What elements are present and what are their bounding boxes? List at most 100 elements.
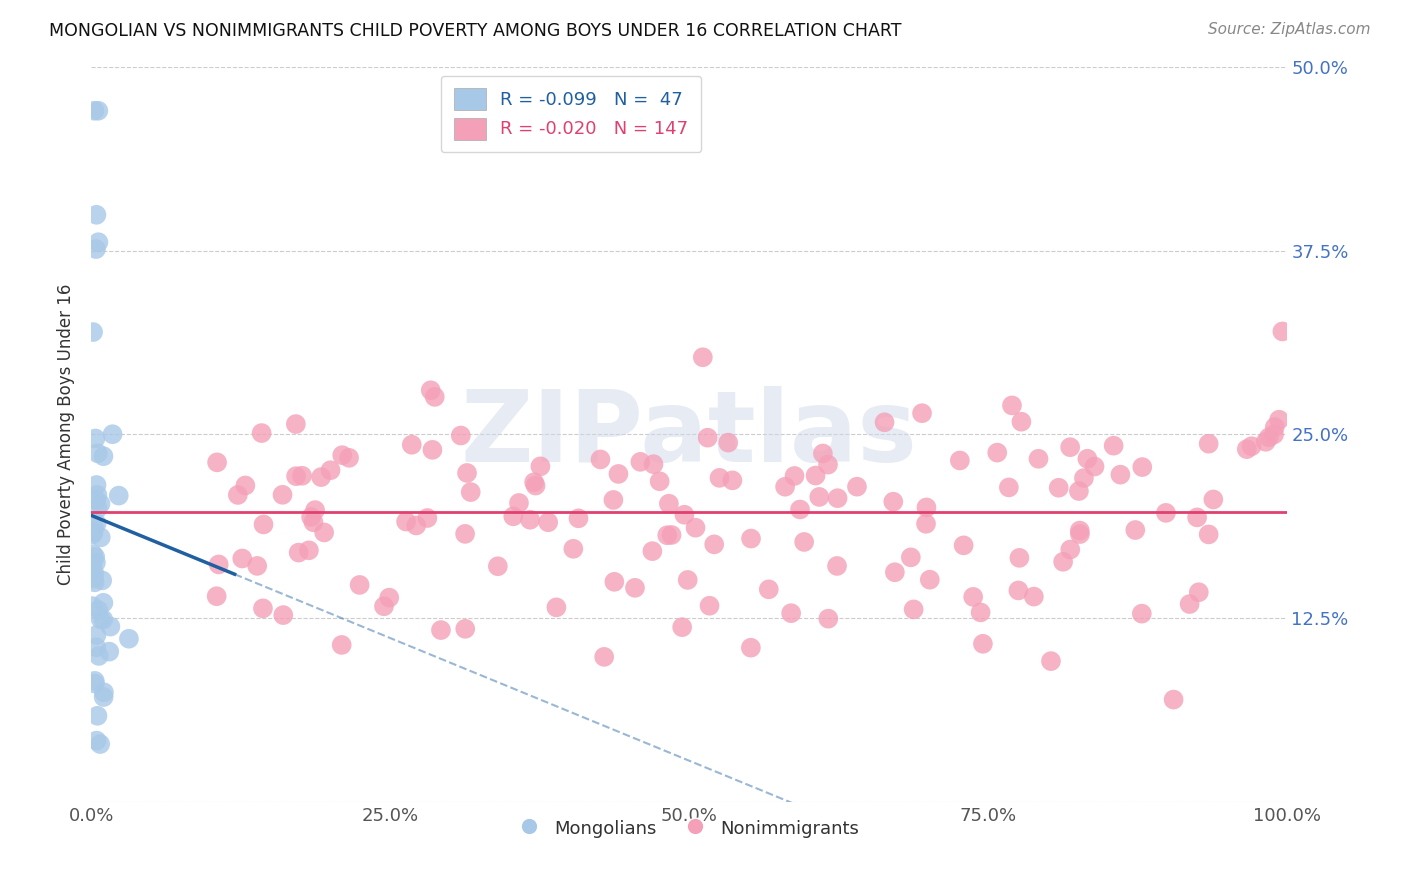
Point	[1257, 430, 1279, 444]
Point	[603, 574, 626, 589]
Point	[1123, 523, 1146, 537]
Point	[83, 575, 105, 590]
Point	[1109, 467, 1132, 482]
Point	[373, 599, 395, 614]
Point	[337, 450, 360, 465]
Point	[87, 446, 110, 460]
Point	[83, 676, 105, 690]
Point	[1047, 481, 1070, 495]
Point	[84, 556, 107, 570]
Point	[309, 470, 332, 484]
Point	[86, 492, 108, 507]
Point	[395, 515, 418, 529]
Point	[250, 426, 273, 441]
Point	[696, 431, 718, 445]
Point	[903, 602, 925, 616]
Point	[86, 501, 108, 516]
Text: MONGOLIAN VS NONIMMIGRANTS CHILD POVERTY AMONG BOYS UNDER 16 CORRELATION CHART: MONGOLIAN VS NONIMMIGRANTS CHILD POVERTY…	[49, 22, 901, 40]
Point	[87, 603, 110, 617]
Point	[717, 435, 740, 450]
Point	[648, 475, 671, 489]
Point	[1254, 434, 1277, 449]
Point	[740, 532, 762, 546]
Point	[676, 573, 699, 587]
Point	[740, 640, 762, 655]
Point	[1198, 527, 1220, 541]
Point	[529, 459, 551, 474]
Point	[287, 545, 309, 559]
Point	[401, 438, 423, 452]
Point	[1069, 524, 1091, 538]
Point	[460, 485, 482, 500]
Point	[416, 511, 439, 525]
Point	[846, 480, 869, 494]
Point	[330, 448, 353, 462]
Point	[422, 442, 444, 457]
Point	[593, 649, 616, 664]
Point	[969, 606, 991, 620]
Point	[883, 566, 905, 580]
Point	[86, 733, 108, 747]
Point	[661, 528, 683, 542]
Point	[949, 453, 972, 467]
Point	[86, 516, 108, 531]
Point	[817, 458, 839, 472]
Point	[93, 449, 115, 463]
Point	[84, 242, 107, 256]
Point	[83, 525, 105, 540]
Point	[793, 535, 815, 549]
Y-axis label: Child Poverty Among Boys Under 16: Child Poverty Among Boys Under 16	[58, 284, 75, 585]
Point	[430, 623, 453, 637]
Point	[602, 492, 624, 507]
Point	[915, 500, 938, 515]
Point	[1185, 510, 1208, 524]
Point	[998, 480, 1021, 494]
Point	[86, 488, 108, 502]
Point	[1076, 451, 1098, 466]
Point	[82, 547, 104, 561]
Point	[291, 468, 314, 483]
Point	[986, 445, 1008, 459]
Point	[93, 596, 115, 610]
Point	[82, 325, 104, 339]
Point	[419, 384, 441, 398]
Point	[1202, 492, 1225, 507]
Point	[91, 613, 114, 627]
Point	[692, 351, 714, 365]
Point	[91, 574, 114, 588]
Point	[1010, 415, 1032, 429]
Point	[699, 599, 721, 613]
Point	[1067, 484, 1090, 499]
Point	[101, 427, 124, 442]
Point	[83, 572, 105, 586]
Point	[205, 455, 228, 469]
Point	[773, 480, 796, 494]
Point	[546, 600, 568, 615]
Point	[84, 640, 107, 655]
Point	[299, 510, 322, 524]
Point	[628, 455, 651, 469]
Point	[93, 685, 115, 699]
Point	[246, 558, 269, 573]
Point	[100, 619, 122, 633]
Point	[83, 566, 105, 581]
Point	[1073, 471, 1095, 485]
Point	[524, 478, 547, 492]
Point	[873, 415, 896, 429]
Point	[721, 474, 744, 488]
Point	[208, 558, 231, 572]
Point	[1271, 325, 1294, 339]
Point	[1263, 427, 1285, 442]
Point	[804, 468, 827, 483]
Point	[252, 517, 274, 532]
Point	[1022, 590, 1045, 604]
Point	[962, 590, 984, 604]
Point	[86, 208, 108, 222]
Point	[1178, 597, 1201, 611]
Point	[952, 538, 974, 552]
Point	[519, 513, 541, 527]
Point	[226, 488, 249, 502]
Point	[1069, 527, 1091, 541]
Point	[1001, 398, 1024, 412]
Point	[1154, 506, 1177, 520]
